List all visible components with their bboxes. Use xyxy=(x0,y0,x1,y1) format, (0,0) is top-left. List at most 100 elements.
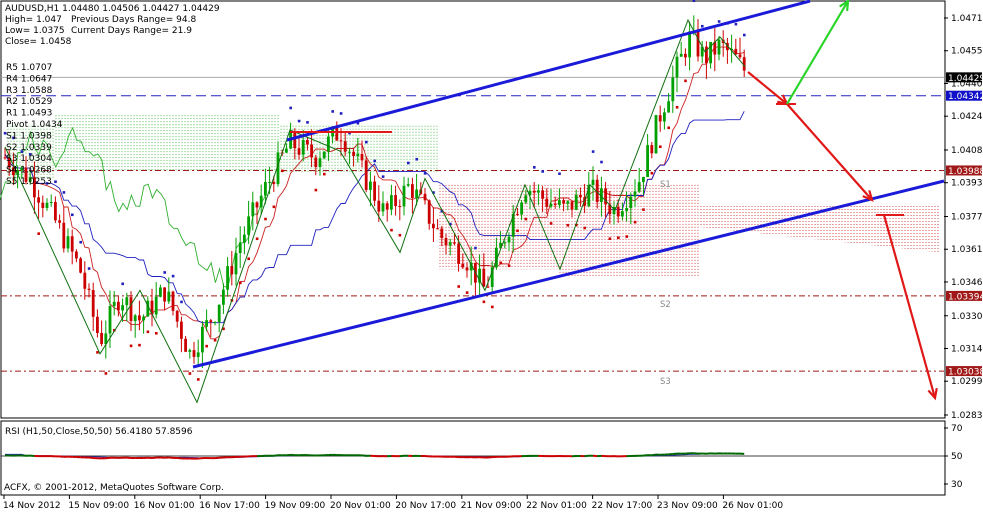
sar-dot xyxy=(197,378,200,381)
sar-dot xyxy=(449,222,452,226)
candle-body xyxy=(129,297,133,322)
s2-line-label: S2 xyxy=(660,300,671,310)
pivot-label: R4 1.0647 xyxy=(6,74,52,84)
pivot-label: R5 1.0707 xyxy=(6,63,52,73)
sar-dot xyxy=(575,223,578,227)
support-trendline xyxy=(192,179,945,369)
candle-body xyxy=(310,144,313,158)
sar-dot xyxy=(356,121,360,125)
sar-dot xyxy=(365,140,368,144)
candle-body xyxy=(146,300,150,317)
prev-range-label: Previous Days Range= 94.8 xyxy=(71,15,196,25)
candle-body xyxy=(415,189,418,198)
candle-body xyxy=(406,184,410,186)
candle-body xyxy=(726,42,729,51)
price-badge-label: 1.03988 xyxy=(948,167,983,177)
indicator-lines xyxy=(0,46,745,340)
sar-dot xyxy=(591,150,595,153)
sar-dot xyxy=(205,344,208,348)
price-tick-label: 1.04555 xyxy=(951,47,983,57)
rsi-tick-label: 70 xyxy=(951,424,963,434)
candle-body xyxy=(646,145,649,178)
sar-dot xyxy=(692,0,696,3)
candle-body xyxy=(705,46,708,64)
candle-body xyxy=(528,190,532,196)
candle-body xyxy=(709,41,712,64)
forecast-arrow-down-1 xyxy=(747,71,788,105)
sar-dot xyxy=(146,330,150,334)
sar-dot xyxy=(549,222,553,225)
candle-body xyxy=(507,236,511,243)
candle-body xyxy=(209,320,213,323)
candle-body xyxy=(54,201,57,221)
candle-body xyxy=(125,297,129,306)
sar-dot xyxy=(247,257,250,261)
candle-body xyxy=(163,287,166,302)
candle-body xyxy=(457,243,460,264)
rsi-panel: 70 50 30 xyxy=(1,424,963,490)
candle-body xyxy=(579,195,582,198)
sar-dot xyxy=(608,237,612,240)
sar-dot xyxy=(12,136,15,140)
sar-dot xyxy=(398,233,402,237)
sar-dot xyxy=(213,338,217,342)
candle-body xyxy=(642,177,645,183)
candle-body xyxy=(688,31,691,58)
price-tick-label: 1.04710 xyxy=(951,14,983,24)
candle-body xyxy=(717,39,721,55)
candle-body xyxy=(667,101,670,113)
candle-body xyxy=(37,197,40,203)
candle-body xyxy=(398,206,402,208)
candle-body xyxy=(432,223,435,229)
sar-dot xyxy=(339,112,343,115)
parabolic-sar xyxy=(3,0,746,381)
sar-dot xyxy=(440,209,444,213)
candle-body xyxy=(83,272,87,289)
candle-body xyxy=(453,242,456,244)
candle-body xyxy=(671,77,675,102)
sar-dot xyxy=(734,22,738,26)
candle-body xyxy=(394,195,397,207)
sar-dot xyxy=(684,79,687,83)
sar-dot xyxy=(264,217,267,221)
candle-body xyxy=(738,54,742,58)
candle-body xyxy=(436,228,439,230)
candle-body xyxy=(541,190,544,199)
sar-dot xyxy=(507,264,511,268)
candle-body xyxy=(511,213,515,237)
candle-body xyxy=(629,196,633,209)
candle-body xyxy=(562,200,565,204)
price-badge-label: 1.03038 xyxy=(948,368,983,378)
candle-body xyxy=(566,201,570,204)
pivot-lines xyxy=(1,76,944,372)
candle-body xyxy=(356,153,360,156)
sar-dot xyxy=(29,153,32,156)
candle-body xyxy=(658,115,662,122)
candle-body xyxy=(7,157,11,168)
candle-body xyxy=(684,53,687,58)
sar-dot xyxy=(79,240,82,244)
candle-body xyxy=(427,200,431,224)
sar-dot xyxy=(465,291,469,294)
time-tick-label: 16 Nov 17:00 xyxy=(199,501,260,511)
ichimoku-cloud xyxy=(7,115,939,278)
candle-body xyxy=(112,301,116,306)
kijun-line xyxy=(4,111,745,324)
candle-body xyxy=(503,242,507,244)
pivot-label: S3 1.0304 xyxy=(6,154,52,164)
sar-dot xyxy=(255,237,259,241)
sar-dot xyxy=(239,281,242,285)
time-tick-label: 22 Nov 01:00 xyxy=(526,501,587,511)
candle-body xyxy=(440,228,444,238)
sar-dot xyxy=(533,166,536,169)
time-axis: 14 Nov 2012 15 Nov 09:00 16 Nov 01:00 16 No… xyxy=(3,495,783,511)
pivot-label: Pivot 1.0434 xyxy=(6,120,63,130)
s3-line-label: S3 xyxy=(660,377,671,387)
sar-dot xyxy=(222,327,225,331)
candle-body xyxy=(516,213,519,215)
time-tick-label: 23 Nov 09:00 xyxy=(657,501,718,511)
candle-body xyxy=(259,195,263,208)
